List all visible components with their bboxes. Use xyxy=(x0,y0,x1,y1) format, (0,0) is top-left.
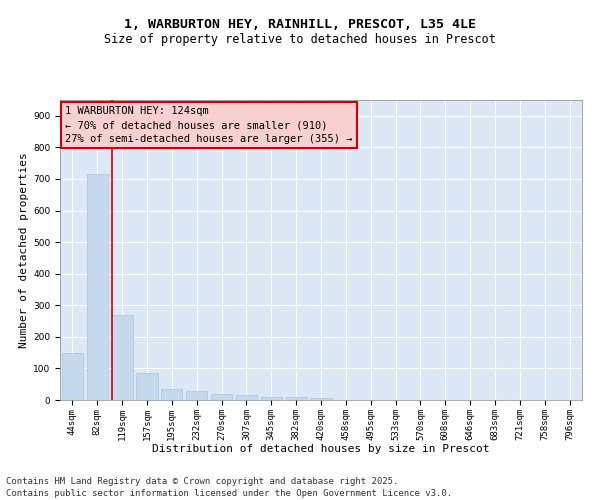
Bar xyxy=(161,389,182,400)
Bar xyxy=(186,390,207,400)
Bar xyxy=(62,354,83,400)
X-axis label: Distribution of detached houses by size in Prescot: Distribution of detached houses by size … xyxy=(152,444,490,454)
Bar xyxy=(236,396,257,400)
Y-axis label: Number of detached properties: Number of detached properties xyxy=(19,152,29,348)
Text: Size of property relative to detached houses in Prescot: Size of property relative to detached ho… xyxy=(104,32,496,46)
Text: 1 WARBURTON HEY: 124sqm
← 70% of detached houses are smaller (910)
27% of semi-d: 1 WARBURTON HEY: 124sqm ← 70% of detache… xyxy=(65,106,353,144)
Bar xyxy=(112,314,133,400)
Bar xyxy=(261,397,282,400)
Text: 1, WARBURTON HEY, RAINHILL, PRESCOT, L35 4LE: 1, WARBURTON HEY, RAINHILL, PRESCOT, L35… xyxy=(124,18,476,30)
Bar xyxy=(136,373,158,400)
Bar xyxy=(211,394,232,400)
Bar xyxy=(286,398,307,400)
Bar xyxy=(310,398,332,400)
Bar xyxy=(87,174,108,400)
Text: Contains HM Land Registry data © Crown copyright and database right 2025.
Contai: Contains HM Land Registry data © Crown c… xyxy=(6,476,452,498)
